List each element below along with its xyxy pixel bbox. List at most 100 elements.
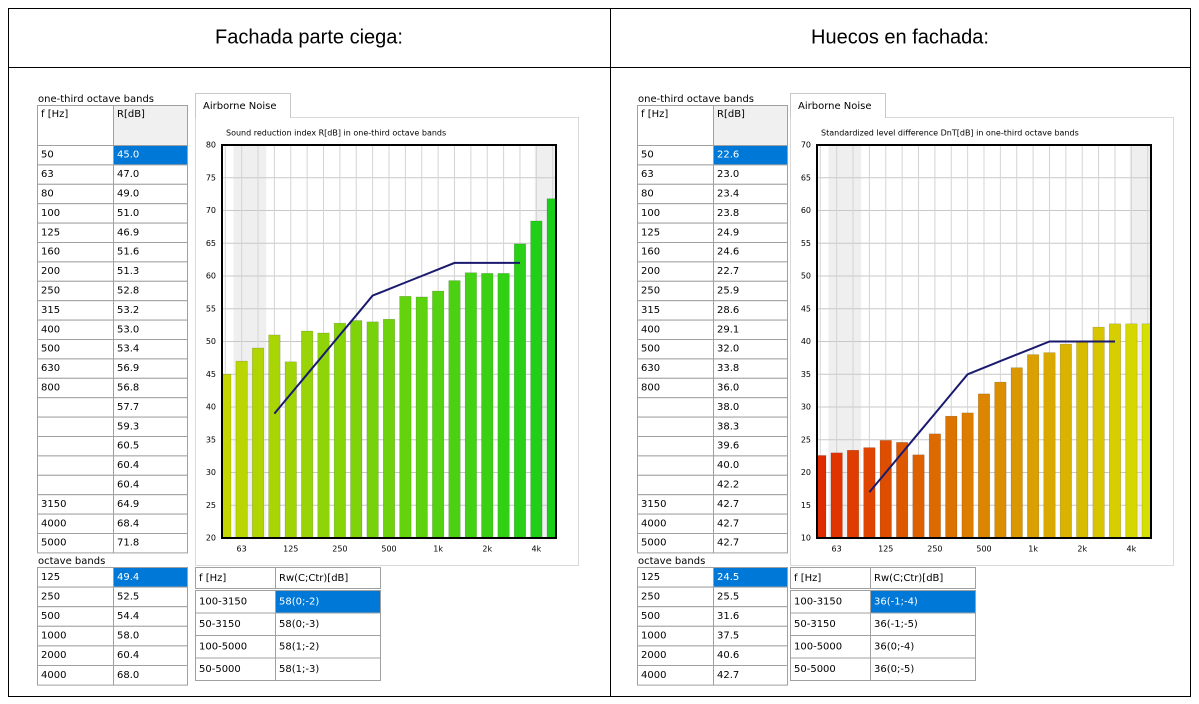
tab-label: Airborne Noise — [203, 101, 277, 112]
freq: 500 — [41, 344, 60, 355]
column-header: R[dB] — [117, 109, 145, 120]
value: 24.9 — [717, 227, 739, 238]
header-cell — [37, 105, 114, 146]
rw-range: 50-3150 — [199, 619, 241, 630]
value: 42.7 — [717, 518, 739, 529]
rw-range: 100-5000 — [794, 641, 842, 652]
freq: 5000 — [41, 538, 66, 549]
y-tick-label: 15 — [801, 501, 811, 510]
value: 39.6 — [717, 441, 739, 452]
rw-value: 36(0;-4) — [874, 641, 914, 652]
bar — [1027, 354, 1040, 538]
value: 42.7 — [717, 499, 739, 510]
rw-value: 36(-1;-5) — [874, 619, 918, 630]
rw-column: f [Hz] — [794, 573, 821, 584]
bar — [1076, 341, 1089, 538]
bar — [222, 374, 232, 538]
y-tick-label: 80 — [206, 141, 216, 150]
value: 23.4 — [717, 189, 739, 200]
value-cell — [113, 533, 188, 554]
y-tick-label: 40 — [801, 337, 811, 346]
octave-freq: 125 — [41, 572, 60, 583]
reference-curve — [868, 340, 1115, 493]
freq: 500 — [641, 344, 660, 355]
freq: 160 — [41, 247, 60, 258]
bar — [830, 452, 843, 538]
bar — [432, 290, 445, 538]
value: 22.7 — [717, 266, 739, 277]
bar — [481, 273, 494, 538]
plot-border — [816, 144, 1152, 539]
value: 64.9 — [117, 499, 139, 510]
value: 49.0 — [117, 189, 139, 200]
column-header: f [Hz] — [41, 109, 68, 120]
freq: 50 — [641, 150, 654, 161]
value: 53.0 — [117, 324, 139, 335]
bar — [978, 393, 990, 538]
bar — [235, 360, 248, 538]
column-header: R[dB] — [717, 109, 745, 120]
y-tick-label: 30 — [206, 468, 216, 477]
bar — [912, 454, 925, 538]
freq: 200 — [641, 266, 660, 277]
y-tick-label: 40 — [206, 403, 216, 412]
bar — [497, 273, 510, 538]
octave-value: 52.5 — [117, 591, 139, 602]
bar — [514, 243, 526, 538]
chart-title: Standardized level difference DnT[dB] in… — [821, 129, 1079, 138]
x-tick-label: 1k — [1028, 545, 1038, 554]
x-tick-label: 1k — [433, 545, 443, 554]
x-tick-label: 250 — [332, 545, 347, 554]
freq: 63 — [641, 169, 654, 180]
y-tick-label: 45 — [801, 304, 811, 313]
x-tick-label: 500 — [381, 545, 396, 554]
bar — [1109, 323, 1121, 538]
value: 33.8 — [717, 363, 739, 374]
value: 24.6 — [717, 247, 739, 258]
y-tick-label: 35 — [206, 435, 216, 444]
x-tick-label: 2k — [1077, 545, 1087, 554]
bar — [399, 296, 412, 538]
octave-value: 31.6 — [717, 611, 739, 622]
freq: 800 — [641, 383, 660, 394]
octave-freq: 2000 — [641, 650, 666, 661]
bands-title: one-third octave bands — [638, 94, 754, 105]
octave-value: 54.4 — [117, 611, 139, 622]
octave-value: 68.0 — [117, 670, 139, 681]
rw-header — [870, 567, 976, 589]
y-tick-label: 75 — [206, 173, 216, 182]
value: 28.6 — [717, 305, 739, 316]
x-tick-label: 250 — [927, 545, 942, 554]
value: 42.2 — [717, 480, 739, 491]
value: 71.8 — [117, 538, 139, 549]
bar — [817, 455, 827, 538]
header-cell — [713, 105, 788, 146]
y-tick-label: 50 — [206, 337, 216, 346]
value: 45.0 — [117, 150, 139, 161]
bar — [464, 272, 477, 538]
value: 23.0 — [717, 169, 739, 180]
octave-freq: 250 — [41, 591, 60, 602]
rw-range: 100-5000 — [199, 641, 247, 652]
value: 38.3 — [717, 421, 739, 432]
y-tick-label: 30 — [801, 403, 811, 412]
rw-value: 58(1;-3) — [279, 664, 319, 675]
bars — [817, 323, 1151, 538]
octave-value: 60.4 — [117, 650, 139, 661]
bar — [863, 447, 876, 538]
octave-freq: 500 — [41, 611, 60, 622]
octave-freq: 4000 — [641, 670, 666, 681]
freq: 63 — [41, 169, 54, 180]
value: 40.0 — [717, 460, 739, 471]
bar — [546, 198, 556, 538]
chart-title: Sound reduction index R[dB] in one-third… — [226, 129, 446, 138]
rw-value: 58(0;-3) — [279, 619, 319, 630]
rw-range: 50-5000 — [199, 664, 241, 675]
bar — [1092, 326, 1105, 538]
octave-freq: 1000 — [641, 631, 666, 642]
tab — [790, 93, 886, 118]
y-tick-label: 60 — [801, 206, 811, 215]
outer-border — [8, 8, 1191, 697]
freq: 200 — [41, 266, 60, 277]
bar — [448, 280, 461, 538]
